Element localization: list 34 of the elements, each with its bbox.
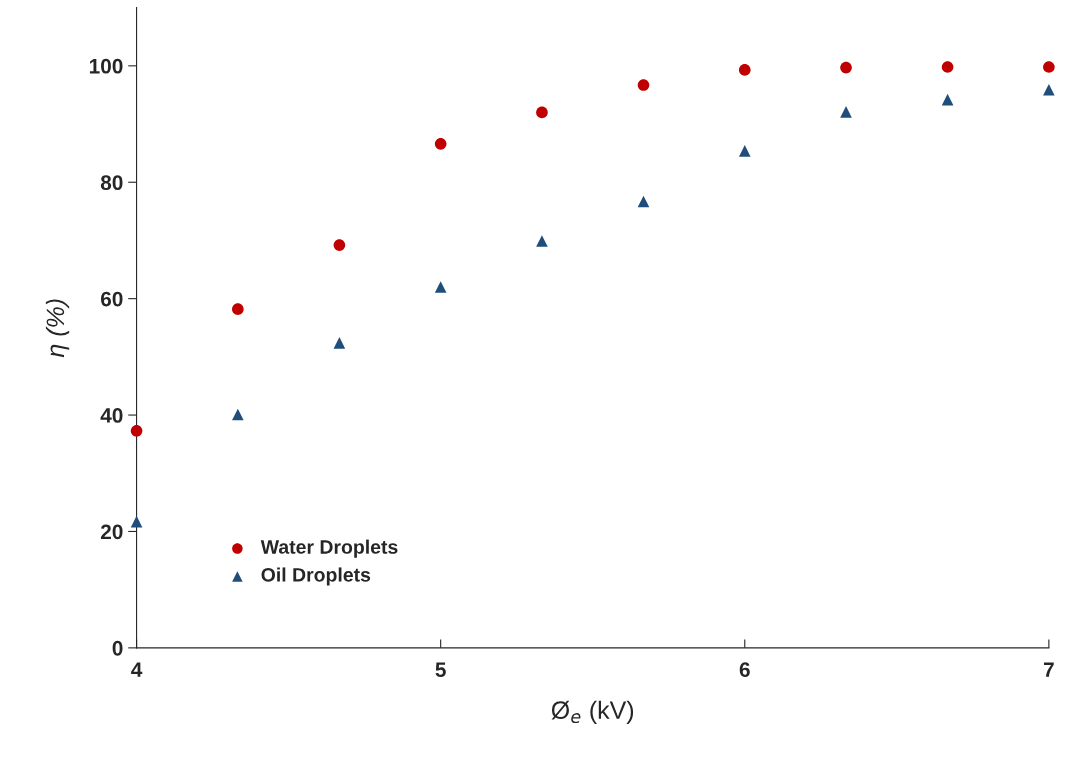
point <box>941 93 954 106</box>
y-tick-label: 20 <box>100 524 123 540</box>
point <box>232 408 244 421</box>
x-tick-label: 7 <box>1043 662 1054 677</box>
point <box>434 281 447 293</box>
point <box>434 138 447 150</box>
point <box>1043 61 1055 73</box>
x-tick-label: 5 <box>435 662 446 678</box>
legend-label: Water Droplets <box>260 539 398 558</box>
point <box>333 239 346 251</box>
y-tick-label: 100 <box>89 58 123 74</box>
point <box>130 424 143 437</box>
point <box>840 61 852 74</box>
y-tick-label: 40 <box>100 408 123 423</box>
point <box>738 64 751 76</box>
point <box>536 106 548 119</box>
point <box>1043 83 1055 96</box>
point <box>840 106 852 118</box>
point <box>232 303 244 315</box>
point <box>941 61 954 73</box>
point <box>637 195 650 208</box>
point <box>333 337 346 349</box>
y-tick-label: 80 <box>100 175 123 190</box>
y-tick-label: 0 <box>112 640 123 656</box>
y-tick-label: 60 <box>100 291 123 307</box>
x-tick-label: 6 <box>739 662 750 678</box>
x-tick-label: 4 <box>131 662 143 677</box>
legend-label: Oil Droplets <box>261 567 371 586</box>
x-axis-title: Ø$_{e}$ (kV) <box>551 700 634 724</box>
point <box>637 79 650 91</box>
point <box>536 235 548 247</box>
point <box>130 515 143 528</box>
point <box>738 145 751 157</box>
y-axis-title: η (%) <box>45 299 70 358</box>
